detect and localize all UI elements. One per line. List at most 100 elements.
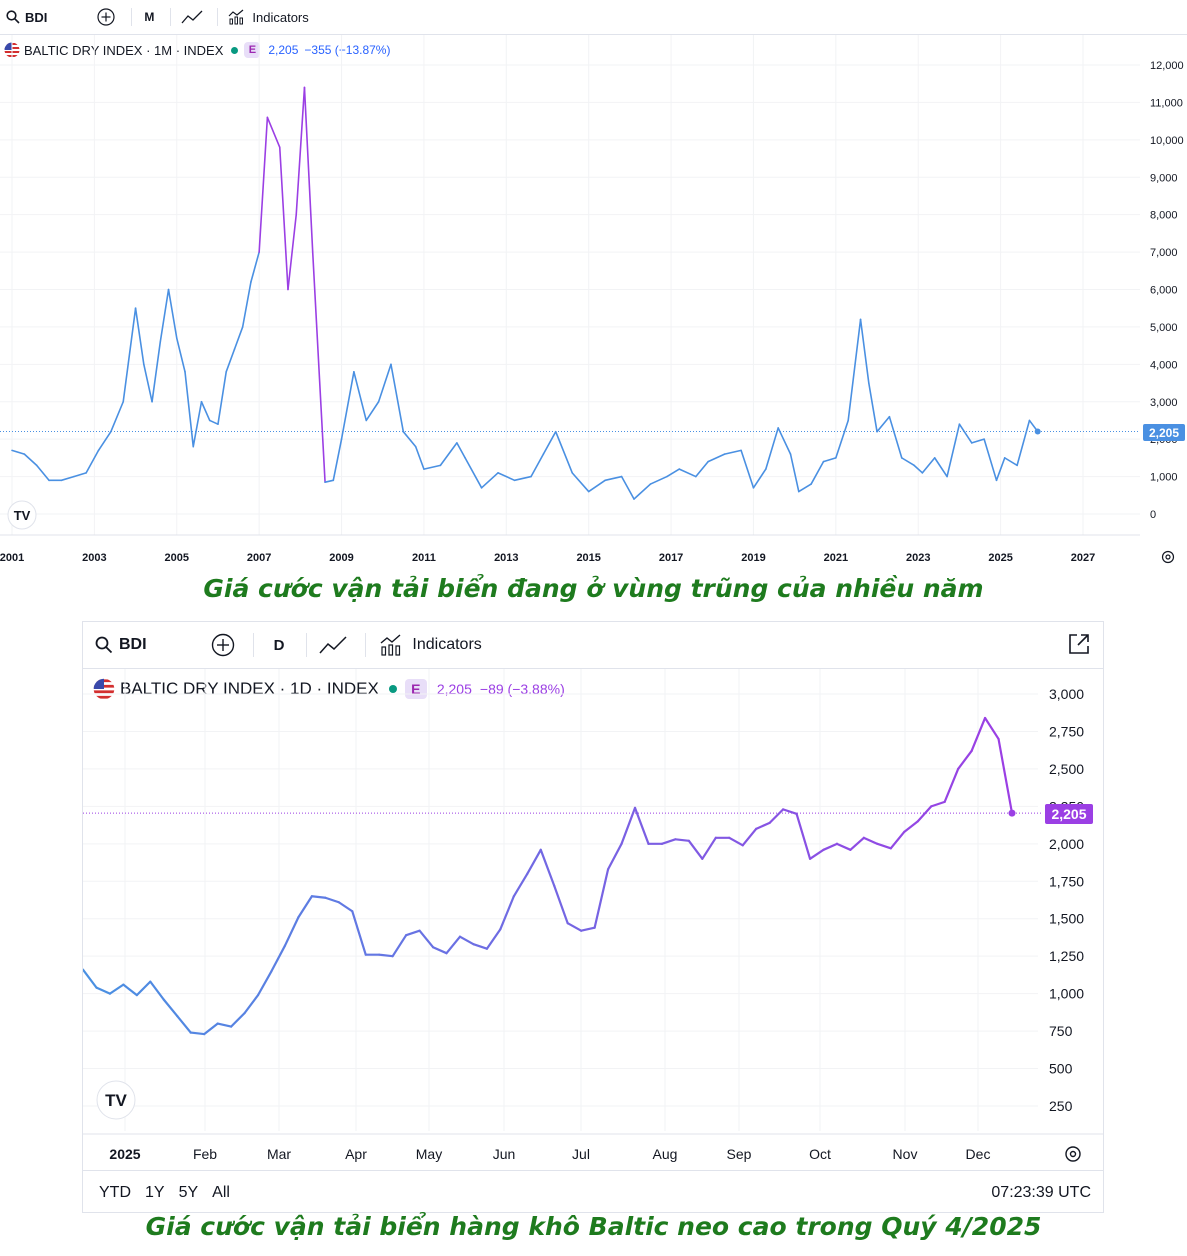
series-segment xyxy=(795,812,812,860)
series-segment xyxy=(337,901,354,913)
series-segment xyxy=(480,472,499,489)
settings-gear-center xyxy=(1069,1150,1077,1158)
chart-type-button[interactable] xyxy=(181,9,203,25)
chart-type-button-2[interactable] xyxy=(319,635,347,655)
utc-time[interactable]: 07:23:39 UTC xyxy=(991,1184,1091,1201)
series-segment xyxy=(241,281,252,328)
indicators-button-2[interactable]: Indicators xyxy=(380,634,482,656)
series-segment xyxy=(970,438,985,444)
price-label-1: 2,205 xyxy=(1143,424,1185,441)
chart1-plot[interactable]: 01,0002,0003,0004,0005,0006,0007,0008,00… xyxy=(0,35,1187,572)
series-segment xyxy=(176,1015,192,1034)
range-all-button[interactable]: All xyxy=(212,1184,230,1201)
line-chart-icon xyxy=(319,636,347,654)
indicators-button[interactable]: Indicators xyxy=(228,9,309,25)
series-segment xyxy=(849,836,865,851)
y-tick-label: 7,000 xyxy=(1150,247,1178,259)
series-segment xyxy=(134,307,145,366)
series-segment xyxy=(149,980,165,1001)
series-segment xyxy=(701,836,717,860)
series-segment xyxy=(666,468,681,478)
series-segment xyxy=(378,953,394,958)
series-segment xyxy=(957,749,973,771)
x-tick-label: 2009 xyxy=(329,552,353,564)
series-segment xyxy=(353,371,368,422)
interval-button-2[interactable]: D xyxy=(274,637,285,654)
series-segment xyxy=(472,943,489,950)
x-tick-label: Jun xyxy=(493,1146,516,1162)
range-5y-button[interactable]: 5Y xyxy=(178,1184,199,1201)
x-tick-label: 2011 xyxy=(412,552,436,564)
series-segment xyxy=(225,348,236,373)
x-tick-label: 2027 xyxy=(1071,552,1095,564)
x-tick-label: 2001 xyxy=(0,552,24,564)
series-segment xyxy=(707,453,726,463)
y-tick-label: 0 xyxy=(1150,509,1156,521)
tv-logo-icon xyxy=(96,1080,136,1120)
y-tick-label: 1,500 xyxy=(1049,911,1084,927)
series-segment xyxy=(566,922,583,932)
x-tick-label: Jul xyxy=(572,1146,590,1162)
series-segment xyxy=(431,946,448,955)
y-tick-label: 2,500 xyxy=(1049,761,1084,777)
x-tick-label: Dec xyxy=(966,1146,991,1162)
series-segment xyxy=(553,884,569,925)
series-segment xyxy=(943,767,960,803)
interval-button[interactable]: M xyxy=(144,10,154,24)
x-tick-label: May xyxy=(416,1146,442,1162)
series-segment xyxy=(414,445,425,470)
series-segment xyxy=(687,839,704,860)
series-segment xyxy=(303,86,314,253)
series-segment xyxy=(958,423,973,444)
indicators-icon xyxy=(380,634,401,656)
series-segment xyxy=(835,842,852,851)
x-tick-label: 2005 xyxy=(165,552,189,564)
y-tick-label: 1,250 xyxy=(1049,948,1084,964)
x-tick-label: Sep xyxy=(727,1146,752,1162)
series-segment xyxy=(571,472,590,493)
series-segment xyxy=(900,457,915,467)
series-segment xyxy=(258,116,269,253)
series-segment xyxy=(808,848,825,860)
series-segment xyxy=(930,800,946,808)
y-tick-label: 8,000 xyxy=(1150,210,1178,222)
series-segment xyxy=(250,251,260,283)
range-ytd-button[interactable]: YTD xyxy=(99,1184,131,1201)
tv-logo-text: TV xyxy=(14,508,31,523)
series-segment xyxy=(847,318,862,422)
series-segment xyxy=(539,848,556,887)
compare-button-2[interactable] xyxy=(211,633,235,657)
chart2-plot[interactable]: 2505007501,0001,2501,5001,7502,0002,2502… xyxy=(83,669,1103,1169)
series-segment xyxy=(777,427,792,455)
caption-top: Giá cước vận tải biển đang ở vùng trũng … xyxy=(203,574,984,603)
series-segment xyxy=(217,371,227,426)
chart1-panel: BDI M Indicators xyxy=(0,0,1187,572)
symbol-search-2[interactable]: BDI xyxy=(95,636,147,654)
series-segment xyxy=(203,1022,219,1036)
symbol-search[interactable]: BDI xyxy=(6,10,47,25)
series-segment xyxy=(340,371,355,440)
y-tick-label: 250 xyxy=(1049,1098,1073,1114)
x-tick-label: 2015 xyxy=(576,552,600,564)
x-tick-label: 2007 xyxy=(247,552,271,564)
y-tick-label: 2,750 xyxy=(1049,723,1084,739)
y-tick-label: 9,000 xyxy=(1150,172,1178,184)
x-tick-label: 2021 xyxy=(824,552,848,564)
series-segment xyxy=(983,438,998,482)
range-1y-button[interactable]: 1Y xyxy=(145,1184,165,1201)
series-segment xyxy=(587,479,606,493)
fullscreen-button[interactable] xyxy=(1067,632,1091,661)
x-tick-label: Nov xyxy=(893,1146,918,1162)
series-segment xyxy=(162,998,179,1018)
series-segment xyxy=(916,805,933,823)
series-segment xyxy=(295,86,306,216)
series-segment xyxy=(439,442,458,467)
x-tick-label: Mar xyxy=(267,1146,291,1162)
compare-button[interactable] xyxy=(97,8,115,26)
series-segment xyxy=(311,251,326,483)
series-segment xyxy=(122,307,137,403)
add-circle-icon xyxy=(97,8,115,26)
chart2-toolbar: BDI D Indicators xyxy=(95,632,482,658)
series-segment xyxy=(782,808,798,815)
y-tick-label: 12,000 xyxy=(1150,60,1184,72)
